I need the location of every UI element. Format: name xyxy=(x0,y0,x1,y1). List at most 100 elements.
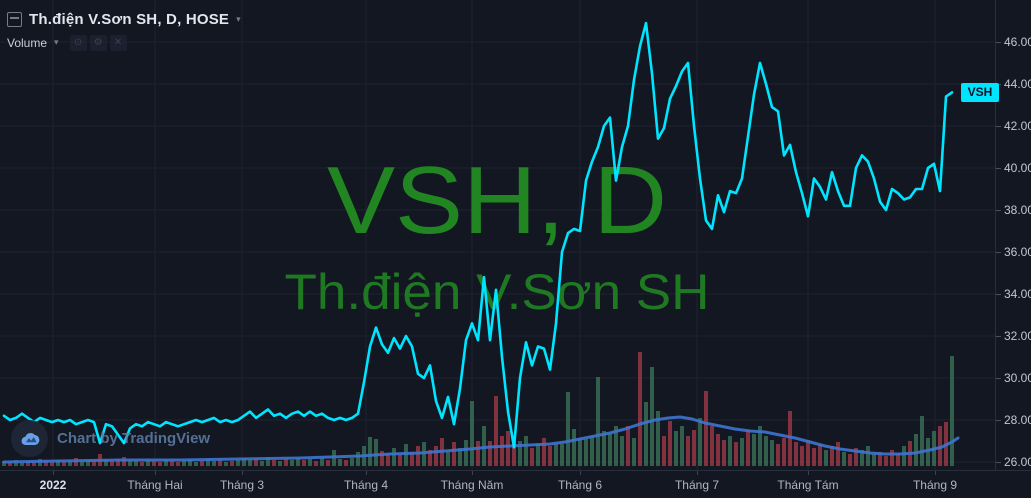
volume-bar xyxy=(104,460,108,466)
symbol-legend-row[interactable]: Th.điện V.Sơn SH, D, HOSE ▾ xyxy=(7,9,241,29)
volume-bar xyxy=(782,438,786,466)
price-axis-label: 44.00 xyxy=(995,77,1031,91)
price-axis-label: 32.00 xyxy=(995,329,1031,343)
volume-bar xyxy=(356,452,360,466)
chevron-down-icon[interactable]: ▾ xyxy=(54,37,59,47)
volume-bar xyxy=(278,461,282,466)
tradingview-attribution[interactable]: Chart by TradingView xyxy=(11,420,210,457)
volume-bar xyxy=(404,444,408,466)
volume-bar xyxy=(518,441,522,466)
volume-bar xyxy=(110,461,114,466)
indicator-legend-row[interactable]: Volume ▾ ⊙ ⚙ ✕ xyxy=(7,34,241,51)
volume-bar xyxy=(854,448,858,466)
volume-bar xyxy=(752,434,756,466)
volume-bar xyxy=(758,426,762,466)
volume-bar xyxy=(380,451,384,466)
indicator-label[interactable]: Volume xyxy=(7,35,48,50)
volume-bar xyxy=(662,436,666,466)
volume-bar xyxy=(608,434,612,466)
volume-bar xyxy=(704,391,708,466)
price-axis-label: 38.00 xyxy=(995,203,1031,217)
volume-bar xyxy=(410,452,414,466)
volume-bar xyxy=(500,436,504,466)
volume-bar xyxy=(338,459,342,466)
volume-bar xyxy=(494,396,498,466)
time-axis[interactable]: 2022 Tháng Hai Tháng 3 Tháng 4 Tháng Năm Thán… xyxy=(0,470,1031,498)
chevron-down-icon[interactable]: ▾ xyxy=(236,13,241,24)
settings-icon[interactable]: ⚙ xyxy=(89,34,107,51)
price-axis-label: 42.00 xyxy=(995,119,1031,133)
time-axis-label: 2022 xyxy=(39,478,67,492)
volume-bar xyxy=(326,460,330,466)
volume-bar xyxy=(812,448,816,466)
legend-collapse-icon[interactable] xyxy=(7,11,22,27)
volume-bar xyxy=(254,459,258,466)
volume-bar xyxy=(158,462,162,466)
volume-bar xyxy=(2,461,6,466)
volume-bar xyxy=(866,446,870,466)
price-axis-label: 34.00 xyxy=(995,287,1031,301)
time-axis-tick xyxy=(472,471,473,475)
volume-bar xyxy=(260,461,264,466)
symbol-title[interactable]: Th.điện V.Sơn SH, D, HOSE xyxy=(29,10,230,28)
tradingview-logo[interactable] xyxy=(11,420,48,457)
price-axis-label: 28.00 xyxy=(995,413,1031,427)
price-line xyxy=(2,21,954,449)
volume-bar xyxy=(668,421,672,466)
volume-bar xyxy=(170,461,174,466)
volume-bar xyxy=(44,461,48,466)
hide-icon[interactable]: ⊙ xyxy=(69,34,87,51)
volume-bar xyxy=(776,444,780,466)
time-axis-label: Tháng Năm xyxy=(440,478,504,492)
volume-bar xyxy=(806,440,810,466)
volume-bar xyxy=(416,446,420,466)
volume-bar xyxy=(638,352,642,466)
volume-bar xyxy=(566,392,570,466)
volume-bar xyxy=(272,460,276,466)
volume-bar xyxy=(818,444,822,466)
attribution-text[interactable]: Chart by TradingView xyxy=(57,430,211,447)
volume-bar xyxy=(584,439,588,466)
volume-bar xyxy=(680,426,684,466)
volume-bar xyxy=(314,461,318,466)
volume-bar xyxy=(698,418,702,466)
time-axis-tick xyxy=(366,471,367,475)
time-axis-tick xyxy=(155,471,156,475)
volume-bar xyxy=(368,437,372,466)
volume-bar xyxy=(578,438,582,466)
time-axis-tick xyxy=(808,471,809,475)
volume-bar xyxy=(62,462,66,466)
volume-bar xyxy=(536,444,540,466)
volume-bar xyxy=(206,459,210,466)
price-axis[interactable]: 46.00 44.00 42.00 40.00 38.00 36.00 34.00 32.00… xyxy=(995,0,1031,470)
volume-bar xyxy=(350,458,354,466)
price-axis-label: 30.00 xyxy=(995,371,1031,385)
time-axis-label: Tháng 7 xyxy=(674,478,720,492)
volume-bar xyxy=(764,436,768,466)
volume-bar xyxy=(848,454,852,466)
volume-bar xyxy=(134,461,138,466)
volume-bar xyxy=(626,426,630,466)
volume-bar xyxy=(164,460,168,466)
price-axis-label: 46.00 xyxy=(995,35,1031,49)
delete-icon[interactable]: ✕ xyxy=(109,34,127,51)
volume-bar xyxy=(152,461,156,466)
watermark-symbol: VSH, D xyxy=(327,147,667,254)
volume-bar xyxy=(470,401,474,466)
volume-bar xyxy=(596,377,600,466)
volume-bar xyxy=(296,458,300,466)
volume-bar xyxy=(872,454,876,466)
volume-bar xyxy=(464,440,468,466)
volume-bar xyxy=(728,436,732,466)
volume-bar xyxy=(902,446,906,466)
volume-bar xyxy=(950,356,954,466)
volume-bar xyxy=(572,429,576,466)
time-axis-label: Tháng 3 xyxy=(219,478,265,492)
volume-bar xyxy=(434,446,438,466)
volume-bar xyxy=(320,458,324,466)
price-axis-label: 26.00 xyxy=(995,455,1031,469)
volume-bar xyxy=(860,450,864,466)
time-axis-tick xyxy=(53,471,54,475)
time-axis-tick xyxy=(242,471,243,475)
